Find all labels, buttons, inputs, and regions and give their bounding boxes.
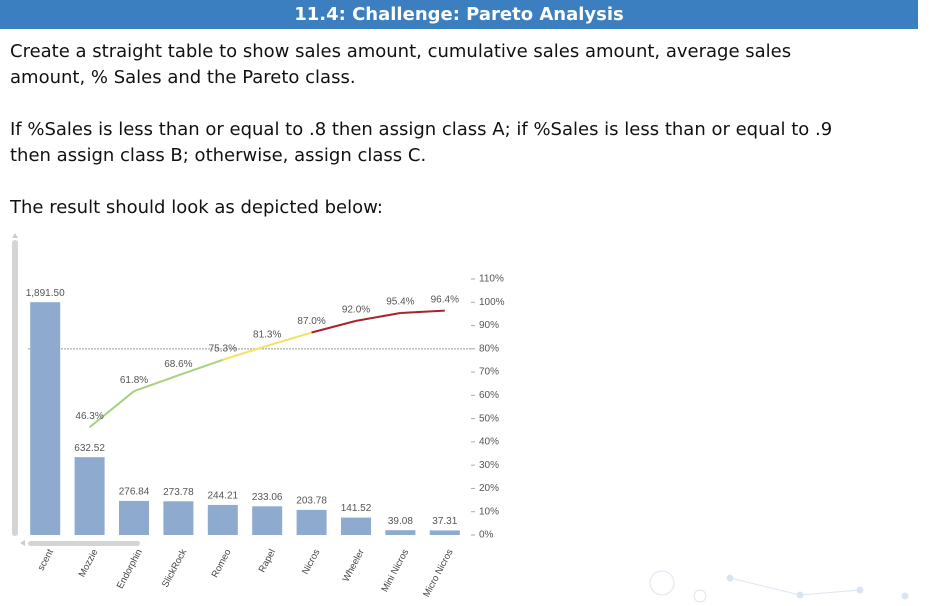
x-tick-label: Rapel [257, 547, 278, 574]
text-line: If %Sales is less than or equal to .8 th… [10, 119, 833, 140]
bar-value-label: 276.84 [119, 487, 150, 498]
line-segment [178, 358, 224, 377]
scroll-arrow[interactable] [20, 540, 25, 546]
x-tick-label: scent [36, 547, 57, 573]
bar-value-label: 1,891.50 [26, 288, 65, 299]
bar [30, 302, 61, 535]
decoration [649, 570, 909, 603]
x-tick-label: Micro Nicros [421, 547, 456, 599]
line-value-label: 95.4% [386, 297, 414, 308]
x-tick-label: Nicros [300, 547, 322, 576]
x-tick-label: Mini Nicros [379, 547, 411, 594]
line-segment [133, 374, 179, 393]
bar [119, 500, 149, 535]
y2-tick-label: 0% [479, 530, 494, 541]
bar [341, 517, 371, 535]
bar-value-label: 37.31 [432, 516, 457, 527]
x-tick-label: Wheeler [341, 547, 367, 583]
line-value-label: 96.4% [431, 294, 459, 305]
y2-tick-label: 30% [479, 460, 499, 471]
line-segment [400, 309, 445, 314]
x-tick-label: Mozzie [77, 547, 101, 579]
text-line: Create a straight table to show sales am… [10, 41, 792, 62]
bar-value-label: 203.78 [296, 496, 327, 507]
scroll-arrow[interactable] [12, 233, 18, 238]
bar-value-label: 632.52 [74, 443, 105, 454]
line-segment [355, 311, 401, 322]
y2-tick-label: 40% [479, 437, 499, 448]
text-line: then assign class B; otherwise, assign c… [10, 145, 427, 166]
bar [207, 504, 238, 535]
header-title: 11.4: Challenge: Pareto Analysis [0, 0, 918, 29]
bar [385, 530, 416, 535]
line-value-label: 68.6% [164, 359, 192, 370]
text-line: The result should look as depicted below… [10, 197, 383, 218]
line-segment [266, 331, 312, 347]
bar [296, 509, 327, 535]
line-value-label: 61.8% [120, 375, 148, 386]
y2-tick-label: 110% [479, 274, 504, 285]
line-value-label: 87.0% [297, 316, 325, 327]
bar [429, 530, 460, 535]
x-tick-label: Romeo [210, 547, 234, 579]
vertical-scrollbar[interactable] [12, 240, 18, 536]
y2-tick-label: 50% [479, 413, 499, 424]
paragraph: Create a straight table to show sales am… [10, 39, 791, 91]
bar-value-label: 39.08 [388, 516, 413, 527]
y2-tick-label: 80% [479, 343, 499, 354]
paragraph: The result should look as depicted below… [10, 195, 383, 221]
bar-value-label: 244.21 [208, 491, 239, 502]
line-value-label: 46.3% [75, 411, 103, 422]
paragraph: If %Sales is less than or equal to .8 th… [10, 117, 832, 169]
y2-tick-label: 20% [479, 483, 499, 494]
bar-value-label: 141.52 [341, 503, 372, 514]
bar-value-label: 233.06 [252, 492, 283, 503]
x-tick-label: Endorphin [115, 547, 145, 590]
line-segment [88, 390, 135, 429]
horizontal-scrollbar[interactable] [28, 541, 140, 546]
line-value-label: 92.0% [342, 305, 370, 316]
bar-value-label: 273.78 [163, 487, 194, 498]
y2-tick-label: 100% [479, 297, 505, 308]
bar [252, 506, 283, 535]
y2-tick-label: 10% [479, 506, 499, 517]
y2-tick-label: 90% [479, 320, 499, 331]
text-line: amount, % Sales and the Pareto class. [10, 67, 356, 88]
line-segment [222, 344, 268, 361]
line-value-label: 75.3% [209, 343, 237, 354]
x-tick-label: SlickRock [160, 547, 189, 589]
y2-tick-label: 60% [479, 390, 499, 401]
line-value-label: 81.3% [253, 329, 281, 340]
bar [74, 457, 105, 535]
bar [163, 501, 194, 535]
line-segment [311, 319, 357, 334]
y2-tick-label: 70% [479, 367, 499, 378]
